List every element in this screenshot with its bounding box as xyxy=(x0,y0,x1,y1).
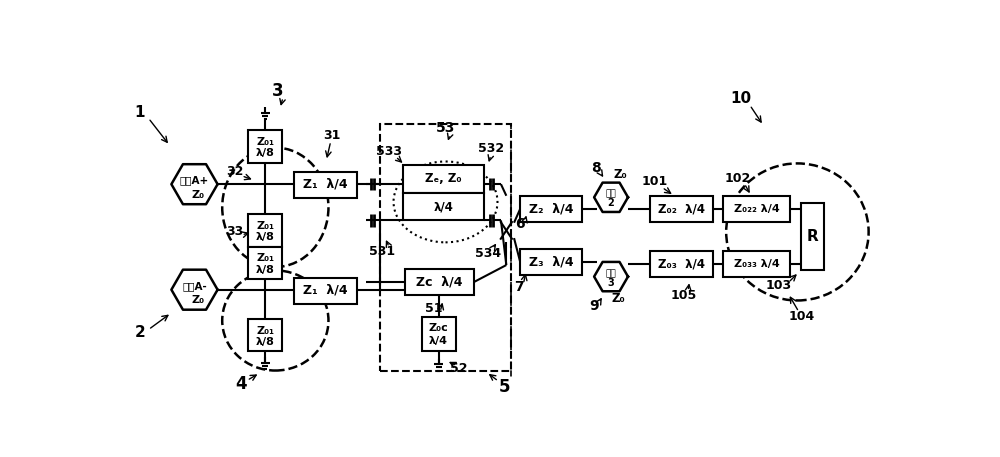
Bar xyxy=(248,130,282,163)
Bar xyxy=(723,196,790,222)
Text: Z₀: Z₀ xyxy=(191,296,204,305)
Bar xyxy=(723,251,790,277)
Text: λ/4: λ/4 xyxy=(434,200,454,213)
Text: 104: 104 xyxy=(788,310,814,323)
Bar xyxy=(520,249,582,275)
Text: Z₀₁: Z₀₁ xyxy=(256,325,274,335)
Text: Z₀: Z₀ xyxy=(613,168,627,181)
Text: 3: 3 xyxy=(608,278,614,288)
Text: 33: 33 xyxy=(227,225,244,239)
Bar xyxy=(403,193,484,220)
Text: Z₂  λ/4: Z₂ λ/4 xyxy=(529,202,573,215)
Text: R: R xyxy=(807,229,819,244)
Text: 532: 532 xyxy=(478,142,504,155)
Text: 6: 6 xyxy=(515,217,525,231)
Text: Z₁  λ/4: Z₁ λ/4 xyxy=(303,283,348,296)
Text: Z₀c: Z₀c xyxy=(429,323,448,333)
Text: 5: 5 xyxy=(499,378,511,397)
Text: 端口: 端口 xyxy=(606,190,616,199)
Text: Z₀₃  λ/4: Z₀₃ λ/4 xyxy=(658,258,705,271)
Text: 3: 3 xyxy=(272,82,283,100)
Text: 端口A-: 端口A- xyxy=(182,281,207,291)
Bar xyxy=(248,319,282,351)
Text: 10: 10 xyxy=(730,91,751,106)
Text: 53: 53 xyxy=(436,121,455,135)
Bar xyxy=(294,172,357,198)
Text: λ/8: λ/8 xyxy=(256,265,275,275)
Bar xyxy=(248,247,282,279)
Bar xyxy=(294,278,357,304)
Text: 32: 32 xyxy=(227,165,244,178)
Bar xyxy=(801,203,824,271)
Bar xyxy=(650,196,713,222)
Text: 31: 31 xyxy=(323,129,340,142)
Text: Z₀: Z₀ xyxy=(612,292,626,305)
Bar xyxy=(650,251,713,277)
Text: Z₀₃₃ λ/4: Z₀₃₃ λ/4 xyxy=(734,259,779,269)
Bar xyxy=(248,214,282,247)
Text: Z₀₁: Z₀₁ xyxy=(256,253,274,263)
Bar xyxy=(520,196,582,222)
Text: λ/4: λ/4 xyxy=(429,336,448,346)
Bar xyxy=(380,124,511,371)
Text: 101: 101 xyxy=(642,175,668,188)
Text: 102: 102 xyxy=(725,171,751,185)
Text: Z₀₁: Z₀₁ xyxy=(256,137,274,147)
Text: 8: 8 xyxy=(591,161,601,175)
Text: 2: 2 xyxy=(135,324,146,340)
Text: 531: 531 xyxy=(369,244,395,258)
Text: Zₑ, Z₀: Zₑ, Z₀ xyxy=(425,172,462,185)
Text: 2: 2 xyxy=(608,198,614,208)
Text: 103: 103 xyxy=(765,279,791,292)
Text: λ/8: λ/8 xyxy=(256,149,275,159)
Text: Z₀: Z₀ xyxy=(191,190,204,200)
Text: Zc  λ/4: Zc λ/4 xyxy=(416,276,463,288)
Text: 534: 534 xyxy=(475,247,501,260)
Bar xyxy=(403,165,484,193)
Bar xyxy=(405,269,474,295)
Text: 7: 7 xyxy=(514,281,523,294)
Text: Z₀₂₂ λ/4: Z₀₂₂ λ/4 xyxy=(734,204,779,214)
Text: 52: 52 xyxy=(450,362,467,376)
Bar xyxy=(422,317,456,351)
Text: 9: 9 xyxy=(589,299,599,313)
Text: Z₁  λ/4: Z₁ λ/4 xyxy=(303,178,348,191)
Text: 105: 105 xyxy=(670,288,697,302)
Text: Z₀₁: Z₀₁ xyxy=(256,221,274,231)
Text: 端口A+: 端口A+ xyxy=(180,175,209,186)
Text: Z₃  λ/4: Z₃ λ/4 xyxy=(529,255,573,268)
Text: Z₀₂  λ/4: Z₀₂ λ/4 xyxy=(658,202,705,215)
Text: 端口: 端口 xyxy=(606,269,616,278)
Text: 533: 533 xyxy=(376,144,402,158)
Text: λ/8: λ/8 xyxy=(256,232,275,242)
Text: 4: 4 xyxy=(235,375,247,393)
Text: 51: 51 xyxy=(425,303,443,315)
Text: 1: 1 xyxy=(135,105,145,120)
Text: λ/8: λ/8 xyxy=(256,337,275,347)
